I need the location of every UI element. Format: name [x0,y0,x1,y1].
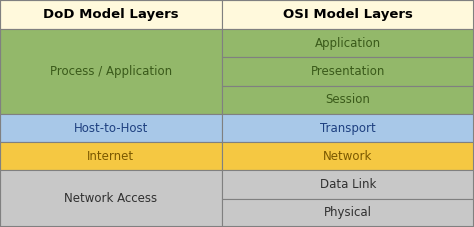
Text: Transport: Transport [320,121,376,135]
Text: OSI Model Layers: OSI Model Layers [283,8,413,21]
Bar [0,170,222,227]
Text: Internet: Internet [87,150,135,163]
Text: Session: Session [326,93,370,106]
Bar [222,142,474,170]
Bar [222,86,474,114]
Bar [0,114,222,142]
Bar [0,142,222,170]
Bar [222,199,474,227]
Bar [222,57,474,86]
Text: DoD Model Layers: DoD Model Layers [43,8,179,21]
Bar [222,170,474,199]
Text: Network Access: Network Access [64,192,157,205]
Bar [222,114,474,142]
Text: Process / Application: Process / Application [50,65,172,78]
Bar [0,0,222,29]
Text: Physical: Physical [324,206,372,219]
Text: Host-to-Host: Host-to-Host [74,121,148,135]
Bar [222,0,474,29]
Text: Presentation: Presentation [311,65,385,78]
Text: Network: Network [323,150,373,163]
Text: Application: Application [315,37,381,50]
Bar [0,29,222,114]
Bar [222,29,474,57]
Text: Data Link: Data Link [320,178,376,191]
